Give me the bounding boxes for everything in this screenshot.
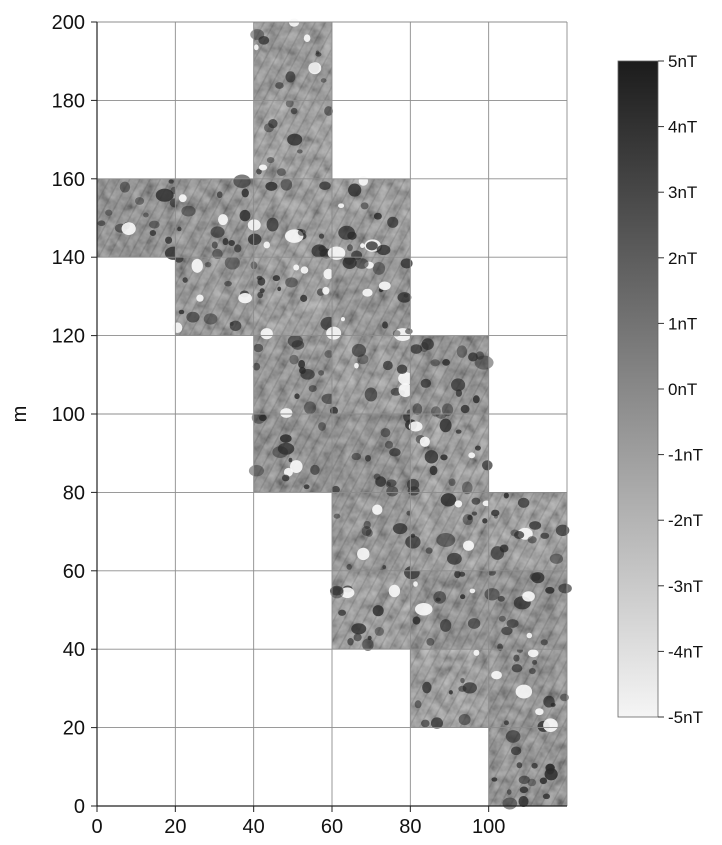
colorbar-label: -5nT (668, 708, 703, 727)
y-tick-label: 20 (63, 718, 85, 740)
colorbar-label: 5nT (668, 52, 697, 71)
colorbar-label: 1nT (668, 314, 697, 333)
x-tick-label: 80 (399, 816, 421, 838)
survey-tile (327, 175, 411, 261)
survey-tile (250, 18, 332, 101)
survey-tile (488, 492, 570, 571)
colorbar-label: -3nT (668, 577, 703, 596)
colorbar-label: 2nT (668, 249, 697, 268)
survey-tile (331, 410, 414, 497)
survey-tile (405, 409, 493, 496)
survey-tile (405, 492, 491, 571)
y-tick-label: 200 (52, 12, 85, 34)
x-axis-ticks: 0 20 40 60 80 100 (91, 806, 505, 838)
colorbar-label: 0nT (668, 380, 697, 399)
survey-tile (253, 99, 334, 179)
colorbar-label: 3nT (668, 183, 697, 202)
y-tick-label: 180 (52, 90, 85, 112)
x-tick-label: 0 (91, 816, 102, 838)
survey-tile (248, 411, 332, 493)
survey-tile (410, 335, 494, 417)
y-tick-label: 160 (52, 169, 85, 191)
colorbar-label: -4nT (668, 642, 703, 661)
survey-tile (410, 649, 489, 729)
y-tick-label: 140 (52, 247, 85, 269)
y-tick-label: 40 (63, 639, 85, 661)
y-tick-label: 120 (52, 326, 85, 348)
survey-tile (252, 334, 336, 418)
survey-tile (332, 492, 412, 571)
survey-tile (488, 648, 569, 733)
survey-tile (330, 335, 414, 417)
x-tick-label: 20 (164, 816, 186, 838)
survey-tile (250, 257, 338, 340)
colorbar-label: 4nT (668, 118, 697, 137)
colorbar-gradient (617, 60, 659, 718)
survey-tile (404, 566, 489, 650)
x-tick-label: 40 (243, 816, 265, 838)
survey-tile (329, 570, 411, 652)
x-tick-label: 100 (472, 816, 505, 838)
y-tick-label: 0 (74, 796, 85, 818)
colorbar-label: -1nT (668, 446, 703, 465)
colorbar-label: -2nT (668, 511, 703, 530)
survey-data-layer (97, 18, 572, 810)
y-tick-label: 80 (63, 482, 85, 504)
y-axis-ticks: 0 20 40 60 80 100 120 140 160 180 200 (52, 12, 97, 818)
survey-tile (172, 254, 254, 336)
y-tick-label: 100 (52, 404, 85, 426)
y-axis-title: m (9, 406, 31, 423)
survey-tile (488, 727, 567, 810)
survey-tile (175, 174, 254, 259)
y-tick-label: 60 (63, 561, 85, 583)
survey-tile (247, 178, 334, 259)
x-tick-label: 60 (321, 816, 343, 838)
survey-tile (326, 253, 413, 342)
colorbar: 5nT 4nT 3nT 2nT 1nT 0nT -1nT -2nT -3nT -4nT -5nT (617, 52, 703, 727)
survey-tile (97, 178, 183, 260)
survey-tile (484, 569, 572, 651)
grid-lines (96, 21, 568, 807)
